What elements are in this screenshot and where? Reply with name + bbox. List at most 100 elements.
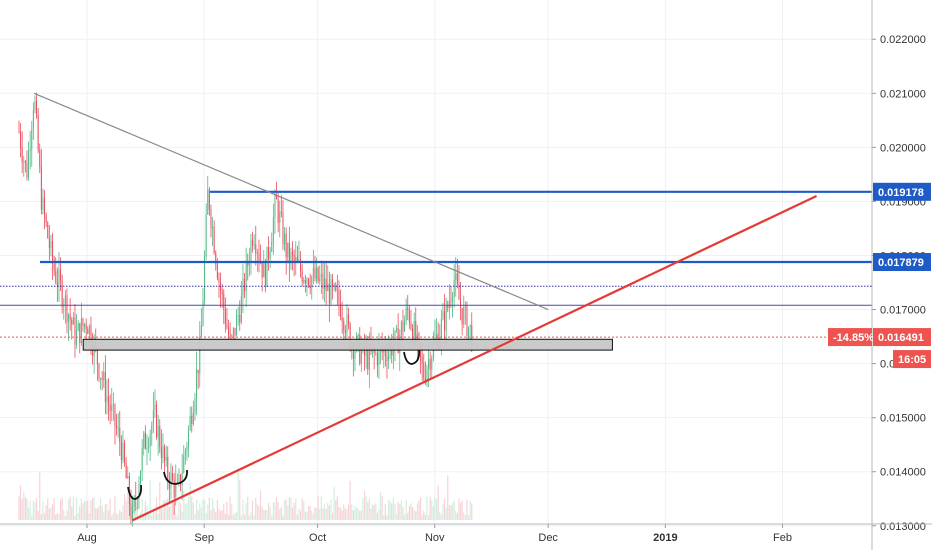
volume-bar [451, 502, 454, 520]
volume-bar [80, 498, 82, 520]
candle-body [431, 358, 433, 370]
candle-body [31, 129, 33, 149]
volume-bar [176, 515, 178, 520]
candle-body [332, 279, 334, 287]
y-tick-label: 0.015000 [880, 413, 926, 425]
candle-body [72, 317, 74, 325]
candle-body [375, 352, 377, 354]
volume-bar [123, 494, 126, 520]
volume-bar [323, 503, 326, 520]
candle-body [66, 295, 68, 323]
candle-body [124, 443, 126, 464]
volume-bar [253, 515, 255, 520]
volume-bar [51, 504, 54, 520]
volume-bar [373, 505, 375, 520]
volume-bar [357, 508, 359, 520]
candle-body [271, 241, 273, 252]
volume-bar [434, 496, 436, 520]
volume-bar [437, 485, 439, 520]
candle-body [463, 307, 465, 325]
volume-bar [354, 506, 356, 520]
volume-bar [325, 509, 327, 520]
candle-body [410, 321, 412, 329]
y-tick-label: 0.013000 [880, 521, 926, 533]
x-tick-label: Feb [773, 532, 792, 544]
volume-bar [458, 498, 460, 520]
volume-bar [235, 512, 238, 520]
candle-body [184, 450, 186, 456]
candle-body [28, 150, 30, 178]
volume-bar [203, 500, 206, 520]
price-badges: 0.019178 0.017879 -14.85% 0.016491 16:05 [828, 182, 931, 369]
candle-body [407, 307, 409, 310]
candle-body [384, 349, 386, 357]
candle-body [202, 299, 204, 326]
candle-body [450, 300, 452, 302]
candle-body [167, 456, 169, 480]
volume-bar [371, 504, 374, 520]
candle-body [373, 348, 375, 354]
volume-bar [367, 502, 369, 520]
volume-bar [319, 508, 321, 520]
volume-bar [413, 509, 415, 520]
volume-bar [82, 503, 84, 520]
volume-bar [120, 512, 122, 520]
candle-body [455, 273, 457, 280]
candle-body [452, 296, 454, 302]
volume-bar [66, 510, 68, 520]
badge-change: -14.85% [828, 328, 874, 347]
candle-body [149, 433, 151, 448]
volume-bar [464, 515, 466, 520]
volume-bar [85, 501, 87, 520]
candle-body [279, 211, 281, 223]
volume-bar [178, 501, 180, 520]
candle-body [55, 271, 57, 283]
candle-body [338, 290, 340, 304]
volume-bar [466, 499, 468, 520]
volume-bar [435, 499, 438, 520]
candle-body [341, 317, 343, 322]
volume-bar [450, 505, 452, 520]
volume-bar [159, 481, 161, 520]
volume-bar [442, 504, 444, 520]
volume-bar [397, 502, 399, 520]
volume-bar [343, 504, 345, 520]
volume-bar [104, 504, 106, 520]
candle-body [63, 305, 65, 307]
volume-bar [405, 499, 407, 520]
volume-bar [87, 500, 89, 520]
volume-bar [47, 498, 49, 520]
candle-body [421, 356, 423, 364]
badge-time-label: 16:05 [898, 354, 926, 366]
candle-body [196, 369, 198, 399]
volume-bar [50, 507, 52, 520]
candle-body [157, 425, 159, 438]
candle-body [45, 215, 47, 223]
candle-body [132, 506, 134, 519]
volume-bar [335, 500, 337, 520]
volume-bar [99, 498, 102, 520]
volume-bar [402, 506, 404, 520]
volume-bar [171, 499, 174, 520]
candle-body [173, 480, 175, 498]
volume-bar [426, 496, 428, 520]
volume-bar [37, 510, 39, 520]
candle-body [98, 364, 100, 379]
volume-bar [194, 513, 196, 520]
candle-body [412, 328, 414, 342]
candle-body [101, 377, 103, 380]
candle-body [322, 273, 324, 289]
candle-body [296, 257, 298, 261]
candle-body [74, 317, 76, 345]
volume-bar [210, 510, 212, 520]
volume-bar [395, 513, 398, 520]
candle-body [136, 499, 138, 501]
candle-body [284, 233, 286, 245]
candle-body [224, 309, 226, 325]
volume-bar [170, 497, 172, 520]
volume-bar [191, 496, 193, 520]
candle-body [311, 276, 313, 289]
volume-bar [205, 513, 207, 520]
candle-body [60, 269, 62, 281]
